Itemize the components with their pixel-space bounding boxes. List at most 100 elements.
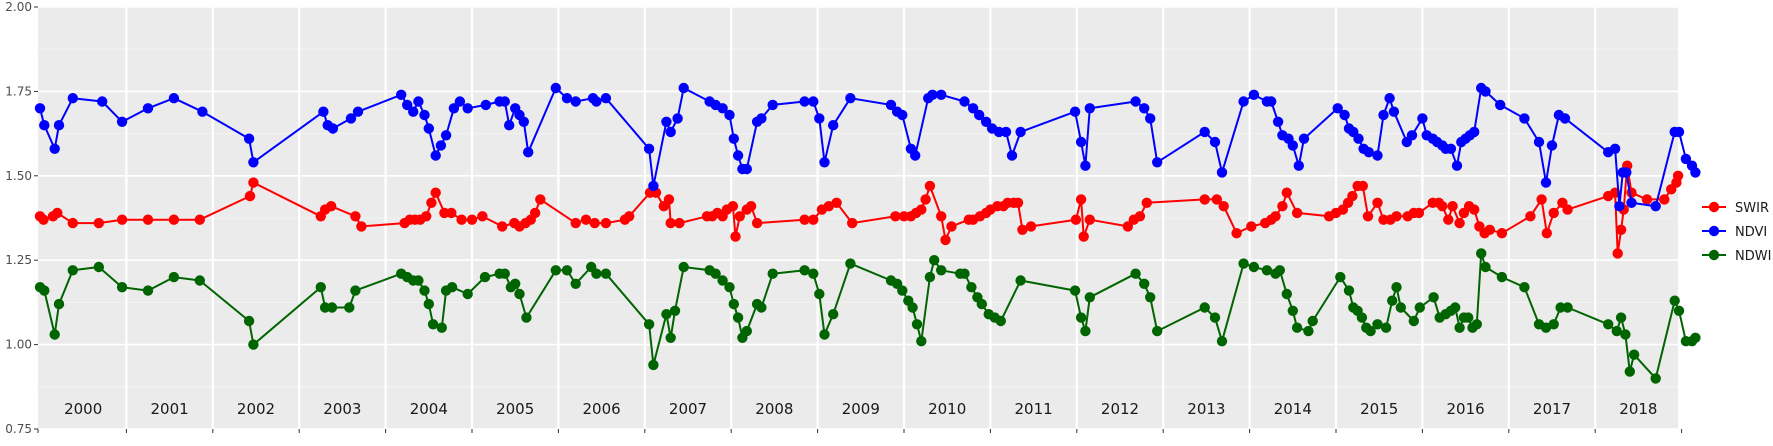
data-point — [1525, 211, 1536, 222]
data-point — [897, 109, 908, 121]
y-tick-label: 1.50 — [5, 169, 32, 183]
data-point — [1231, 228, 1242, 239]
data-point — [1211, 194, 1223, 205]
data-point — [643, 319, 655, 330]
data-point — [430, 187, 441, 198]
data-point — [570, 278, 581, 289]
data-point — [1454, 322, 1465, 333]
data-point — [1469, 204, 1480, 215]
data-point — [446, 282, 458, 293]
data-point — [1519, 282, 1530, 293]
data-point — [1496, 271, 1508, 283]
legend-key-marker — [1708, 249, 1720, 261]
data-point — [479, 271, 491, 283]
data-point — [550, 265, 561, 276]
data-point — [756, 302, 767, 313]
data-point — [142, 103, 154, 114]
data-point — [808, 214, 819, 225]
data-point — [1621, 167, 1632, 178]
data-point — [402, 99, 413, 111]
data-point — [53, 120, 65, 131]
data-point — [724, 109, 735, 121]
data-point — [413, 96, 424, 107]
data-point — [665, 126, 676, 138]
data-point — [929, 255, 940, 266]
data-point — [741, 325, 752, 337]
year-label: 2017 — [1533, 400, 1571, 418]
data-point — [980, 116, 992, 128]
data-point — [589, 217, 600, 229]
data-point — [1476, 248, 1487, 259]
data-point — [665, 332, 676, 343]
data-point — [936, 211, 947, 222]
data-point — [1378, 109, 1389, 121]
data-point — [1673, 126, 1685, 138]
data-point — [600, 93, 612, 104]
data-point — [1548, 207, 1559, 219]
data-point — [436, 322, 447, 333]
data-point — [477, 211, 488, 222]
data-point — [1075, 194, 1087, 205]
data-point — [38, 214, 49, 225]
data-point — [1641, 194, 1653, 205]
data-point — [734, 211, 745, 222]
y-tick-label: 2.00 — [5, 0, 32, 14]
data-point — [1690, 167, 1701, 178]
data-point — [1463, 312, 1474, 323]
data-point — [1451, 160, 1463, 171]
data-point — [514, 288, 525, 300]
data-point — [39, 285, 50, 296]
data-point — [1274, 265, 1286, 276]
data-point — [1384, 93, 1395, 104]
data-point — [197, 106, 208, 117]
data-point — [1445, 143, 1457, 154]
data-point — [49, 143, 60, 154]
data-point — [504, 120, 515, 131]
data-point — [570, 96, 581, 107]
data-point — [1015, 126, 1026, 138]
data-point — [116, 116, 128, 128]
data-point — [665, 217, 676, 229]
data-point — [732, 150, 744, 161]
data-point — [116, 282, 128, 293]
data-point — [1450, 302, 1461, 313]
data-point — [1130, 268, 1141, 279]
data-point — [1372, 197, 1383, 208]
data-point — [1075, 312, 1087, 323]
data-point — [1540, 177, 1552, 188]
data-point — [756, 113, 767, 124]
data-point — [318, 106, 329, 117]
year-label: 2008 — [755, 400, 793, 418]
data-point — [34, 103, 46, 114]
data-point — [1084, 292, 1096, 303]
data-point — [344, 302, 355, 313]
year-label: 2005 — [496, 400, 534, 418]
data-point — [440, 130, 452, 141]
data-point — [1484, 224, 1496, 235]
data-point — [1303, 325, 1314, 337]
data-point — [1218, 201, 1229, 212]
data-point — [1287, 305, 1299, 316]
data-point — [356, 221, 367, 232]
data-point — [93, 217, 105, 229]
data-point — [751, 217, 763, 229]
data-point — [315, 282, 326, 293]
data-point — [421, 211, 432, 222]
data-point — [663, 194, 675, 205]
data-point — [419, 109, 430, 121]
data-point — [910, 150, 921, 161]
data-point — [819, 329, 830, 340]
data-point — [93, 261, 105, 273]
y-axis: 0.75 1.00 1.25 1.50 1.75 2.00 — [5, 0, 1683, 436]
data-point — [1130, 96, 1141, 107]
data-point — [1293, 160, 1305, 171]
data-point — [916, 204, 927, 215]
data-point — [67, 265, 79, 276]
data-point — [243, 133, 255, 144]
data-point — [1216, 167, 1228, 178]
year-labels: 2000 2001 2002 2003 2004 2005 2006 2007 2008 2009… — [64, 400, 1657, 418]
data-point — [1612, 248, 1623, 259]
year-label: 2006 — [583, 400, 621, 418]
data-point — [799, 214, 810, 225]
